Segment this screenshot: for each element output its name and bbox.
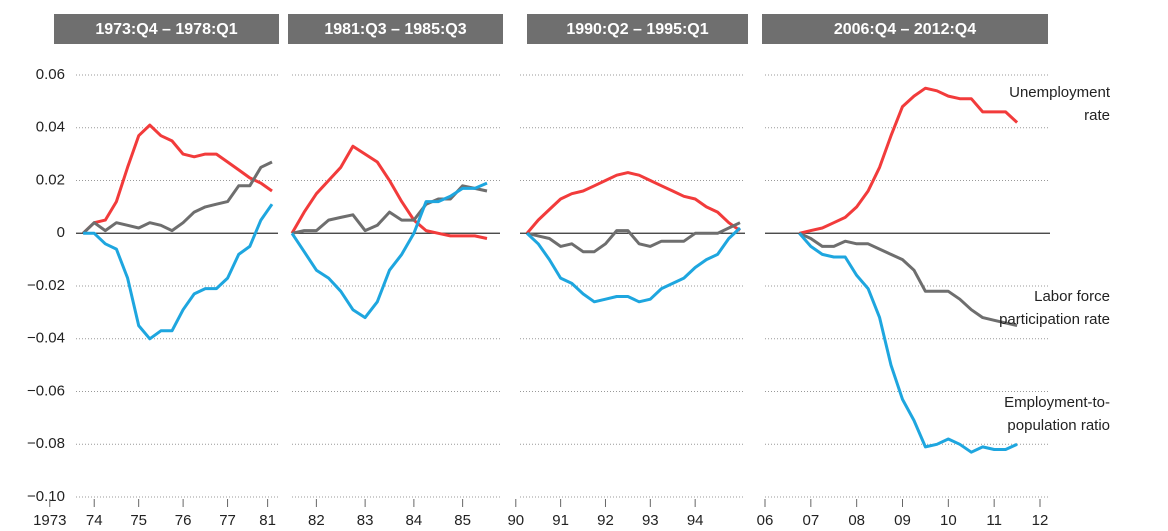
series-line — [290, 144, 488, 240]
panel-title: 1990:Q2 – 1995:Q1 — [566, 21, 708, 38]
y-tick-label: 0.02 — [36, 171, 65, 188]
x-tick-label: 94 — [687, 512, 704, 529]
x-tick-label: 84 — [406, 512, 423, 529]
y-tick-label: 0.04 — [36, 119, 65, 136]
x-tick-label: 08 — [848, 512, 865, 529]
x-tick-label: 12 — [1032, 512, 1049, 529]
x-tick-label: 92 — [597, 512, 614, 529]
x-tick-label: 81 — [259, 512, 276, 529]
series-label: Employment-to-population ratio — [1004, 394, 1110, 434]
y-tick-label: −0.04 — [27, 330, 65, 347]
x-tick-label: 10 — [940, 512, 957, 529]
x-tick-label: 90 — [507, 512, 524, 529]
x-tick-label: 06 — [757, 512, 774, 529]
panel-header — [288, 14, 503, 44]
x-tick-label: 1973 — [33, 512, 66, 529]
y-tick-label: −0.02 — [27, 277, 65, 294]
panel-title: 2006:Q4 – 2012:Q4 — [834, 21, 976, 38]
x-tick-label: 75 — [130, 512, 147, 529]
series-line — [798, 232, 1018, 454]
x-tick-label: 77 — [219, 512, 236, 529]
y-tick-label: −0.08 — [27, 435, 65, 452]
x-tick-label: 07 — [802, 512, 819, 529]
x-tick-label: 93 — [642, 512, 659, 529]
x-tick-label: 74 — [86, 512, 103, 529]
x-tick-label: 76 — [175, 512, 192, 529]
series-label: Labor force participation rate — [999, 288, 1110, 328]
series-line — [798, 231, 1018, 328]
series-line — [525, 171, 741, 235]
panel-header — [527, 14, 748, 44]
panel-title: 1981:Q3 – 1985:Q3 — [324, 21, 466, 38]
y-tick-label: −0.10 — [27, 488, 65, 505]
y-tick-label: 0.06 — [36, 66, 65, 83]
x-tick-label: 91 — [552, 512, 569, 529]
x-tick-label: 11 — [986, 512, 1002, 529]
series-line — [82, 160, 273, 235]
panel-title: 1973:Q4 – 1978:Q1 — [95, 21, 237, 38]
x-tick-label: 09 — [894, 512, 911, 529]
series-line — [82, 123, 273, 235]
series-line — [83, 203, 274, 341]
panel-header — [762, 14, 1048, 44]
x-tick-label: 82 — [308, 512, 325, 529]
y-tick-label: −0.06 — [27, 382, 65, 399]
series-line — [799, 86, 1019, 235]
series-label: Unemployment rate — [1009, 84, 1111, 124]
series-line — [290, 181, 488, 320]
panel-header — [54, 14, 279, 44]
x-tick-label: 85 — [454, 512, 471, 529]
series-line — [525, 226, 742, 304]
x-tick-label: 83 — [357, 512, 374, 529]
y-tick-label: 0 — [57, 224, 65, 241]
series-line — [526, 221, 741, 254]
